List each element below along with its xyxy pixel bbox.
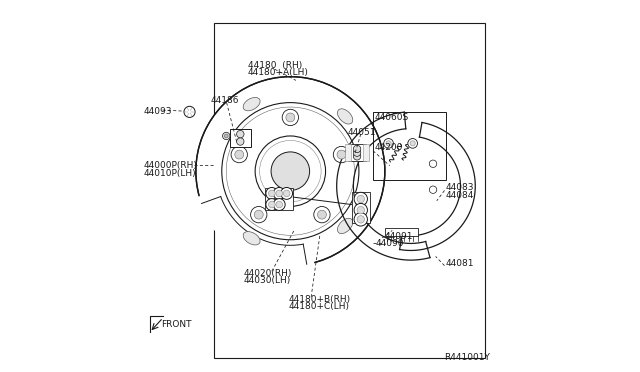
Circle shape: [255, 136, 326, 206]
Text: 44090: 44090: [376, 239, 404, 248]
Circle shape: [386, 141, 391, 146]
Circle shape: [314, 206, 330, 223]
Bar: [372, 112, 446, 180]
Bar: [345, 144, 351, 161]
Circle shape: [254, 210, 263, 219]
Circle shape: [237, 131, 244, 138]
Circle shape: [276, 201, 283, 208]
Circle shape: [333, 147, 349, 163]
Circle shape: [353, 153, 361, 160]
Circle shape: [266, 199, 278, 211]
Ellipse shape: [337, 109, 353, 124]
Bar: [265, 188, 293, 210]
Circle shape: [353, 145, 361, 153]
Ellipse shape: [337, 218, 353, 234]
Circle shape: [429, 186, 436, 193]
Bar: [385, 228, 418, 236]
Circle shape: [235, 150, 244, 159]
Circle shape: [354, 213, 367, 226]
Bar: [348, 144, 366, 161]
Text: 44084: 44084: [446, 191, 474, 200]
Circle shape: [269, 190, 275, 197]
Circle shape: [276, 190, 283, 197]
Text: 44180+B(RH): 44180+B(RH): [289, 295, 351, 304]
Bar: [214, 23, 485, 358]
Circle shape: [357, 195, 364, 203]
Text: 44093: 44093: [144, 108, 172, 116]
Circle shape: [271, 152, 310, 190]
Circle shape: [273, 187, 285, 199]
Circle shape: [357, 206, 364, 214]
Circle shape: [384, 138, 394, 148]
Circle shape: [266, 187, 278, 199]
Circle shape: [286, 113, 295, 122]
Circle shape: [237, 138, 244, 145]
Circle shape: [337, 150, 346, 159]
Circle shape: [410, 141, 415, 146]
Circle shape: [284, 190, 290, 197]
Text: 44083: 44083: [446, 183, 474, 192]
Text: 44186: 44186: [211, 96, 239, 105]
Circle shape: [225, 134, 228, 138]
Circle shape: [231, 147, 248, 163]
Circle shape: [281, 187, 292, 199]
Text: 44091: 44091: [385, 231, 413, 241]
Bar: [364, 144, 369, 161]
Circle shape: [429, 160, 436, 167]
Text: 44180+C(LH): 44180+C(LH): [289, 302, 349, 311]
Text: 44000P(RH): 44000P(RH): [144, 161, 198, 170]
Circle shape: [408, 138, 417, 148]
Circle shape: [269, 201, 275, 208]
Text: 44200: 44200: [375, 142, 403, 151]
Text: 44060S: 44060S: [375, 113, 409, 122]
Ellipse shape: [243, 97, 260, 111]
Text: R441001Y: R441001Y: [445, 353, 490, 362]
Circle shape: [273, 199, 285, 211]
Circle shape: [222, 103, 359, 240]
Circle shape: [282, 109, 298, 126]
Circle shape: [353, 149, 361, 156]
Text: 44051: 44051: [348, 128, 376, 137]
Text: FRONT: FRONT: [161, 321, 192, 330]
Text: 44180+A(LH): 44180+A(LH): [248, 68, 308, 77]
Ellipse shape: [243, 232, 260, 245]
Bar: [230, 129, 251, 147]
Circle shape: [317, 210, 326, 219]
Circle shape: [196, 77, 385, 266]
Text: 44010P(LH): 44010P(LH): [144, 169, 196, 177]
Circle shape: [223, 132, 230, 140]
Circle shape: [354, 203, 367, 217]
Text: 44081: 44081: [446, 259, 474, 268]
Circle shape: [184, 106, 195, 118]
Text: 44180  (RH): 44180 (RH): [248, 61, 302, 70]
Text: 44020(RH): 44020(RH): [244, 269, 292, 278]
Circle shape: [354, 192, 367, 206]
Circle shape: [357, 216, 364, 223]
Text: 44030(LH): 44030(LH): [244, 276, 291, 285]
Bar: [351, 192, 370, 223]
Wedge shape: [197, 186, 316, 267]
Circle shape: [251, 206, 267, 223]
